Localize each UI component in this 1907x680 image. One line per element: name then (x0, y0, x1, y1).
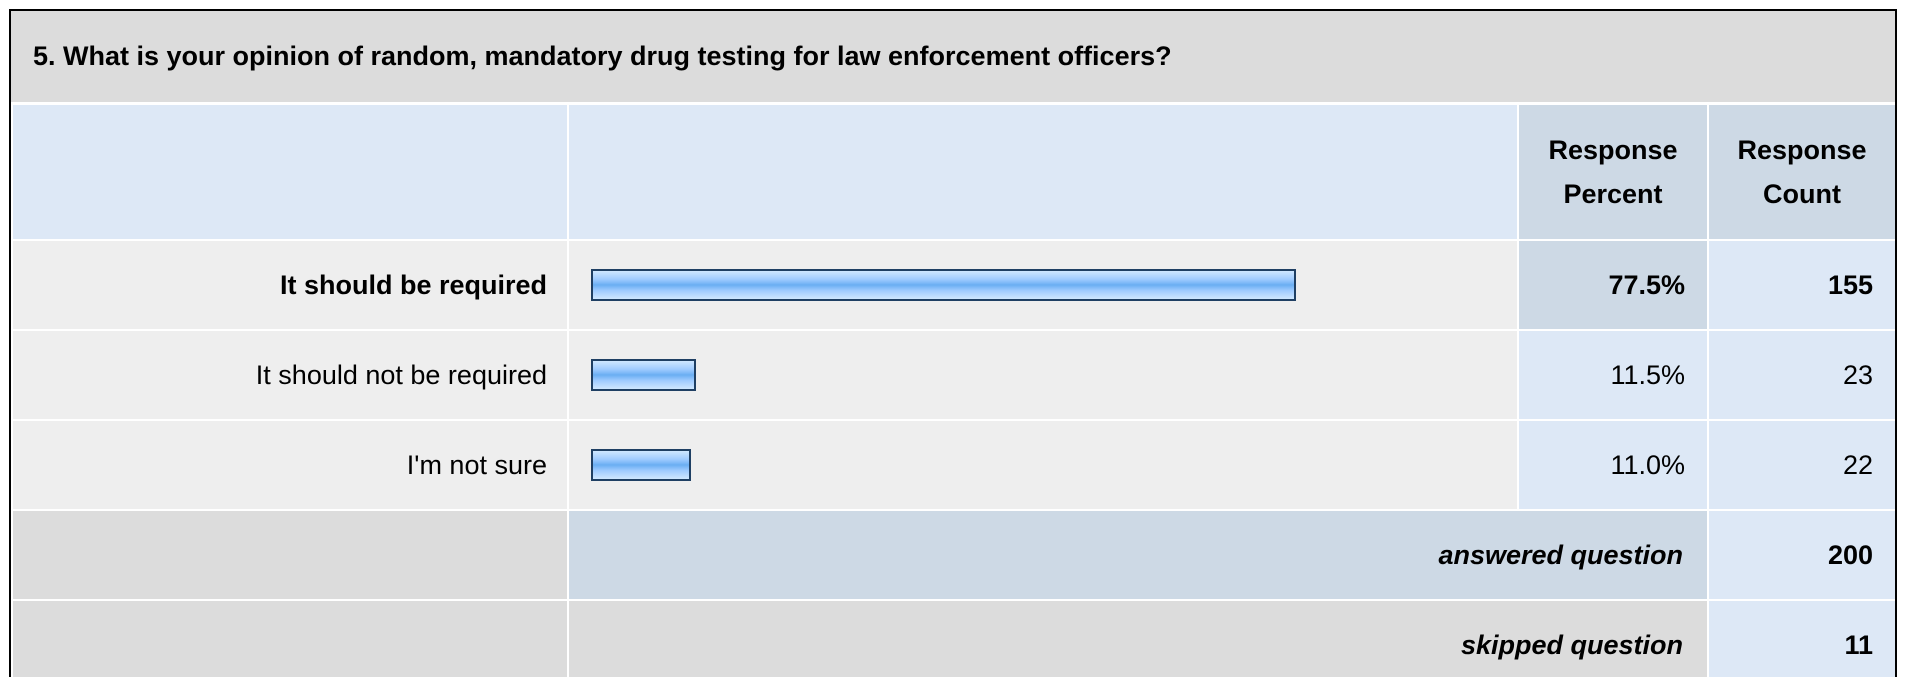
answer-label: It should be required (11, 239, 569, 331)
header-row: Response Percent Response Count (11, 103, 1895, 241)
skipped-question-label: skipped question (567, 599, 1709, 677)
header-blank-bar (567, 103, 1519, 241)
header-blank (11, 103, 569, 241)
response-count: 22 (1707, 419, 1895, 511)
summary-blank (11, 599, 569, 677)
header-percent-line1: Response (1548, 135, 1678, 165)
answer-row: I'm not sure 11.0% 22 (11, 419, 1895, 511)
answer-row: It should not be required 11.5% 23 (11, 329, 1895, 421)
response-percent: 11.5% (1517, 329, 1709, 421)
question-title: 5. What is your opinion of random, manda… (11, 11, 1895, 103)
summary-blank (11, 509, 569, 601)
response-count: 23 (1707, 329, 1895, 421)
skipped-question-value: 11 (1707, 599, 1895, 677)
answered-question-label: answered question (567, 509, 1709, 601)
bar-cell (567, 329, 1519, 421)
results-table: Response Percent Response Count It shoul… (11, 103, 1895, 677)
answered-row: answered question 200 (11, 509, 1895, 601)
answer-row: It should be required 77.5% 155 (11, 239, 1895, 331)
survey-results-panel: 5. What is your opinion of random, manda… (9, 9, 1897, 677)
response-percent: 11.0% (1517, 419, 1709, 511)
header-count-line2: Count (1763, 179, 1841, 209)
bar-cell (567, 239, 1519, 331)
answer-label: I'm not sure (11, 419, 569, 511)
response-bar (591, 449, 691, 481)
answered-question-value: 200 (1707, 509, 1895, 601)
header-count-line1: Response (1737, 135, 1867, 165)
response-bar (591, 269, 1296, 301)
header-percent-line2: Percent (1563, 179, 1663, 209)
header-response-count: Response Count (1707, 103, 1895, 241)
response-bar (591, 359, 696, 391)
header-response-percent: Response Percent (1517, 103, 1709, 241)
answer-label: It should not be required (11, 329, 569, 421)
response-percent: 77.5% (1517, 239, 1709, 331)
skipped-row: skipped question 11 (11, 599, 1895, 677)
bar-cell (567, 419, 1519, 511)
response-count: 155 (1707, 239, 1895, 331)
